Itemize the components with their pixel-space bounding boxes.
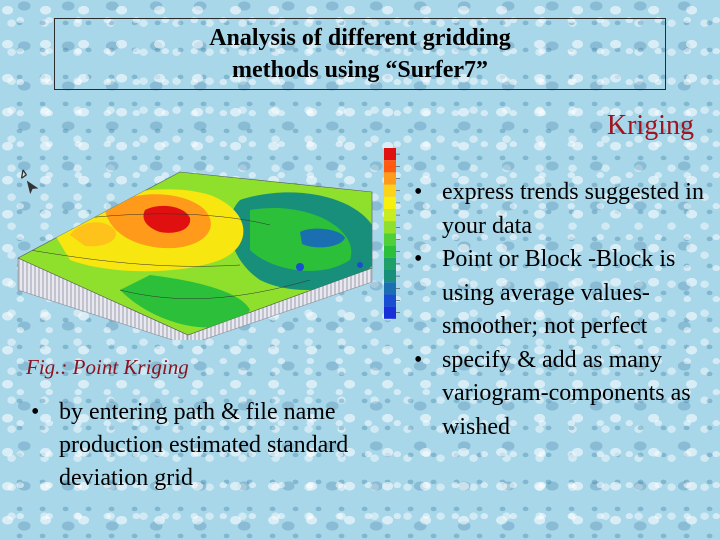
legend-swatch xyxy=(384,196,396,209)
legend-swatch xyxy=(384,148,396,161)
legend-swatch xyxy=(384,221,396,234)
legend-swatch xyxy=(384,209,396,222)
legend-swatch xyxy=(384,306,396,319)
legend-swatch xyxy=(384,257,396,270)
legend-swatch xyxy=(384,172,396,185)
title-line-1: Analysis of different gridding xyxy=(209,25,511,51)
right-bullet-item: express trends suggested in your data xyxy=(411,176,711,243)
right-bullet-item: Point or Block -Block is using average v… xyxy=(411,243,711,344)
legend-swatch xyxy=(384,245,396,258)
contour-mid-low xyxy=(250,208,352,271)
legend-swatch xyxy=(384,294,396,307)
contour-low xyxy=(120,275,250,328)
legend-swatch xyxy=(384,282,396,295)
figure-caption: Fig.: Point Kriging xyxy=(26,355,189,379)
color-legend xyxy=(384,148,400,319)
north-arrow-icon xyxy=(20,169,39,195)
kriging-surface-top xyxy=(17,171,373,336)
contour-high xyxy=(143,205,191,233)
left-bullet-item: by entering path & file name production … xyxy=(28,396,388,495)
kriging-surface-figure xyxy=(17,148,400,340)
left-bullet-list: by entering path & file name production … xyxy=(28,396,388,495)
right-bullet-item: specify & add as many variogram-componen… xyxy=(411,344,711,445)
title-box: Analysis of different gridding methods u… xyxy=(54,18,666,90)
legend-swatch xyxy=(384,233,396,246)
section-heading: Kriging xyxy=(606,110,694,141)
title-line-2: methods using “Surfer7” xyxy=(231,57,489,83)
contour-sea xyxy=(300,228,345,248)
legend-swatch xyxy=(384,160,396,173)
legend-swatch xyxy=(384,184,396,197)
legend-swatch xyxy=(384,270,396,283)
contour-upper-2 xyxy=(70,222,116,247)
right-bullet-list: express trends suggested in your data Po… xyxy=(411,176,711,444)
